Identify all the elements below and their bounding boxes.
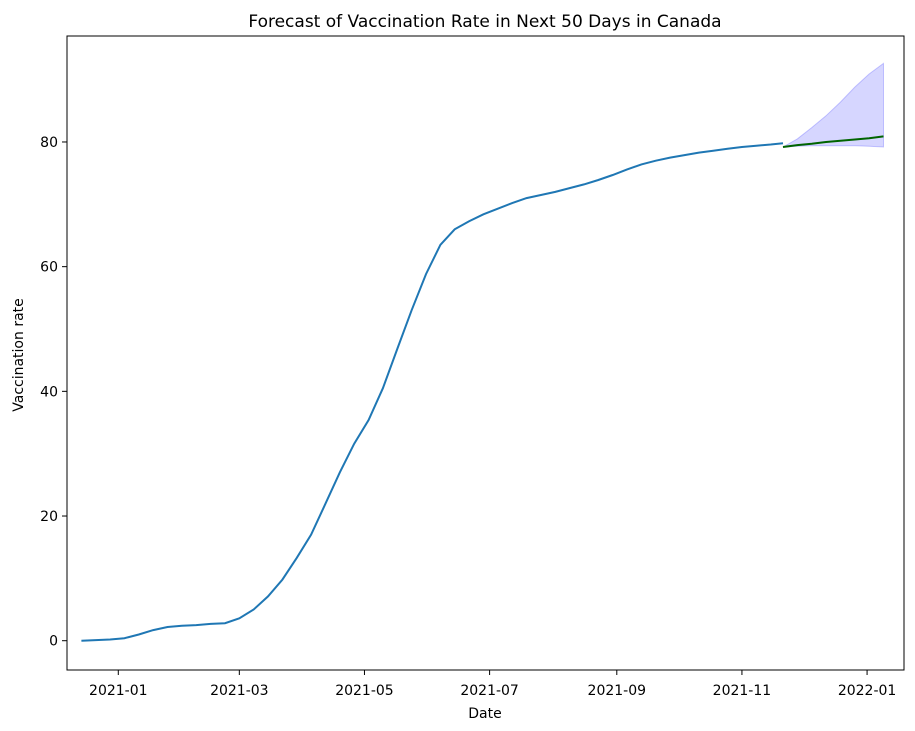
y-tick-label: 20 (40, 509, 58, 525)
y-tick-label: 40 (40, 384, 58, 400)
forecast-confidence-band (782, 62, 884, 148)
y-tick-label: 0 (49, 634, 58, 650)
x-tick-label: 2021-03 (210, 683, 269, 699)
x-tick-label: 2021-09 (588, 683, 647, 699)
plot-frame (66, 35, 905, 671)
y-axis-label: Vaccination rate (11, 298, 27, 412)
x-tick-label: 2021-01 (89, 683, 148, 699)
x-tick-label: 2021-11 (713, 683, 772, 699)
plot-area: 2021-01 2021-03 2021-05 2021-07 2021-09 2021-… (40, 35, 905, 699)
x-tick-label: 2021-07 (460, 683, 519, 699)
chart-title: Forecast of Vaccination Rate in Next 50 … (248, 12, 721, 32)
historical-series-line (81, 142, 784, 642)
x-tick-label: 2021-05 (335, 683, 394, 699)
y-tick-label: 80 (40, 135, 58, 151)
y-tick-label: 60 (40, 260, 58, 276)
forecast-series-line (782, 135, 884, 148)
x-tick-label: 2022-01 (838, 683, 897, 699)
x-axis-label: Date (468, 706, 501, 722)
